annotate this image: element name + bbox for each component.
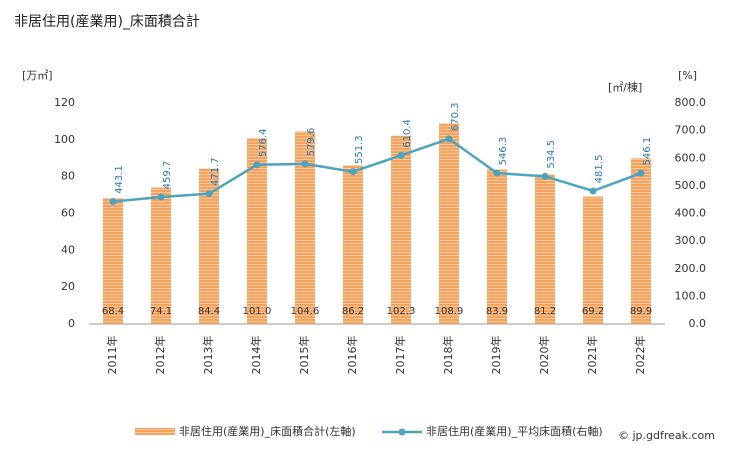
- x-tick-label: 2017年: [393, 336, 407, 375]
- y-tick-label: 0: [68, 317, 75, 330]
- bar: [247, 137, 267, 324]
- y2-tick-label: 300.0: [675, 234, 707, 247]
- line-value-label: 551.3: [354, 135, 365, 164]
- y2-axis-extra-label: [%]: [678, 69, 697, 82]
- y-tick-label: 100: [54, 133, 75, 146]
- bar-value-label: 102.3: [387, 306, 416, 317]
- bar-value-label: 68.4: [102, 306, 124, 317]
- bar-value-label: 84.4: [198, 306, 220, 317]
- bar-value-label: 101.0: [243, 306, 272, 317]
- legend-swatch: [398, 428, 406, 436]
- line: [112, 137, 642, 203]
- credit: © jp.gdfreak.com: [618, 429, 715, 442]
- y-axis-label: [万㎡]: [22, 69, 53, 82]
- line-point: [589, 187, 597, 195]
- chart-title: 非居住用(産業用)_床面積合計: [14, 14, 200, 30]
- bar-value-label: 89.9: [630, 306, 652, 317]
- bar: [583, 196, 603, 324]
- x-tick-label: 2015年: [297, 336, 311, 375]
- x-tick-label: 2022年: [633, 336, 647, 375]
- bar-value-label: 104.6: [291, 306, 320, 317]
- line-point: [301, 160, 309, 168]
- bar: [343, 165, 363, 324]
- y-tick-label: 120: [54, 96, 75, 109]
- x-tick-label: 2014年: [249, 336, 263, 375]
- y2-tick-label: 800.0: [675, 96, 707, 109]
- legend-label: 非居住用(産業用)_床面積合計(左軸): [179, 424, 356, 438]
- x-tick-label: 2016年: [345, 336, 359, 375]
- x-tick-label: 2013年: [201, 336, 215, 375]
- line-value-label: 546.3: [498, 137, 509, 166]
- y2-tick-label: 500.0: [675, 179, 707, 192]
- legend-swatch: [135, 428, 175, 435]
- line-point: [349, 168, 357, 176]
- line-value-label: 576.4: [258, 128, 269, 157]
- y-tick-label: 80: [61, 170, 75, 183]
- bar: [103, 198, 123, 324]
- bar-value-label: 74.1: [150, 306, 172, 317]
- line-point: [637, 169, 645, 177]
- x-tick-label: 2019年: [489, 336, 503, 375]
- bar: [439, 123, 459, 324]
- y2-tick-label: 600.0: [675, 151, 707, 164]
- bar-value-label: 81.2: [534, 306, 556, 317]
- line-value-label: 459.7: [162, 161, 173, 190]
- bar-value-label: 108.9: [435, 306, 464, 317]
- bar: [199, 168, 219, 324]
- y2-tick-label: 0.0: [689, 317, 707, 330]
- bar: [391, 135, 411, 324]
- line-point: [205, 190, 213, 198]
- y-tick-label: 20: [61, 280, 75, 293]
- line-point: [157, 193, 165, 201]
- line-value-label: 471.7: [210, 157, 221, 186]
- y-tick-label: 60: [61, 207, 75, 220]
- line-value-label: 534.5: [546, 140, 557, 169]
- bar-value-label: 83.9: [486, 306, 508, 317]
- line-value-label: 610.4: [402, 119, 413, 148]
- line-value-label: 579.6: [306, 128, 317, 157]
- line-point: [109, 198, 117, 206]
- x-tick-label: 2018年: [441, 336, 455, 375]
- line-point: [493, 169, 501, 177]
- bar-value-label: 69.2: [582, 306, 604, 317]
- y2-tick-label: 200.0: [675, 262, 707, 275]
- x-tick-label: 2020年: [537, 336, 551, 375]
- line-point: [445, 135, 453, 143]
- x-tick-label: 2011年: [105, 336, 119, 375]
- x-tick-label: 2021年: [585, 336, 599, 375]
- bar: [295, 131, 315, 324]
- legend-label: 非居住用(産業用)_平均床面積(右軸): [426, 424, 603, 438]
- y2-tick-label: 100.0: [675, 289, 707, 302]
- y-tick-label: 40: [61, 243, 75, 256]
- bar: [487, 169, 507, 324]
- y2-tick-label: 400.0: [675, 207, 707, 220]
- line-point: [253, 161, 261, 169]
- line-point: [397, 151, 405, 159]
- line-value-label: 546.1: [642, 137, 653, 166]
- bar: [631, 158, 651, 324]
- bar: [151, 187, 171, 324]
- line-value-label: 481.5: [594, 155, 605, 184]
- line-value-label: 670.3: [450, 103, 461, 132]
- y2-axis-label: [㎡/棟]: [608, 80, 642, 94]
- bar: [535, 174, 555, 324]
- y2-tick-label: 700.0: [675, 124, 707, 137]
- x-tick-label: 2012年: [153, 336, 167, 375]
- line-value-label: 443.1: [114, 165, 125, 194]
- bar-value-label: 86.2: [342, 306, 364, 317]
- line-point: [541, 172, 549, 180]
